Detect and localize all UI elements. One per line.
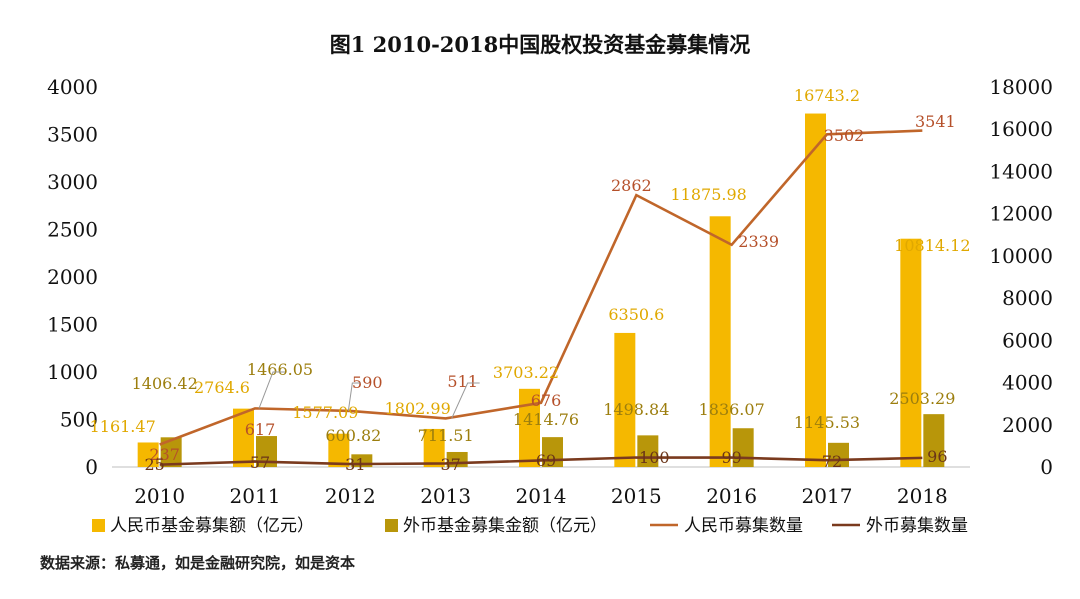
leader-line — [347, 382, 361, 412]
bar-foreign-amount — [637, 435, 659, 467]
legend-rmb-amount-text: 人民币基金募集额（亿元） — [110, 516, 314, 536]
legend-rmb-amount-swatch — [92, 519, 105, 532]
leader-line — [258, 371, 285, 409]
right-tick-label: 0 — [1040, 455, 1053, 479]
x-tick-label: 2018 — [897, 484, 948, 508]
right-tick-label: 2000 — [1002, 413, 1053, 437]
line-foreign-count — [159, 456, 923, 466]
bars — [137, 113, 945, 468]
right-tick-label: 4000 — [1002, 371, 1053, 395]
label-foreign-amount: 1498.84 — [603, 400, 669, 419]
bar-rmb-amount — [900, 238, 922, 467]
label-rmb-count: 2339 — [738, 232, 779, 251]
label-rmb-count: 676 — [531, 391, 562, 410]
x-tick-label: 2015 — [611, 484, 662, 508]
label-foreign-amount: 711.51 — [418, 426, 474, 445]
axes: 0 500 1000 1500 2000 2500 3000 3500 4000 0 2000 400… — [47, 75, 1053, 508]
bar-rmb-amount — [328, 433, 350, 467]
bar-foreign-amount — [923, 414, 945, 467]
label-foreign-amount: 1145.53 — [794, 413, 860, 432]
label-rmb-count: 3541 — [915, 112, 956, 131]
label-foreign-amount: 600.82 — [325, 426, 381, 445]
right-tick-label: 18000 — [989, 75, 1053, 99]
label-rmb-amount: 1802.99 — [385, 399, 451, 418]
x-tick-label: 2013 — [420, 484, 471, 508]
right-tick-label: 12000 — [989, 202, 1053, 226]
legend-foreign-amount-swatch — [385, 519, 398, 532]
right-tick-label: 16000 — [989, 117, 1053, 141]
bar-rmb-amount — [423, 428, 445, 467]
label-rmb-amount: 3703.22 — [493, 363, 559, 382]
x-tick-label: 2012 — [325, 484, 376, 508]
x-tick-label: 2014 — [516, 484, 567, 508]
bar-rmb-amount — [519, 388, 540, 467]
label-foreign-count: 99 — [721, 448, 741, 467]
x-tick-label: 2016 — [706, 484, 757, 508]
bar-rmb-amount — [709, 216, 731, 467]
x-tick-label: 2017 — [802, 484, 853, 508]
right-tick-label: 8000 — [1002, 286, 1053, 310]
bar-rmb-amount — [805, 113, 826, 468]
label-foreign-amount: 1836.07 — [699, 400, 765, 419]
chart-title: 图1 2010-2018中国股权投资基金募集情况 — [330, 32, 751, 57]
left-tick-label: 0 — [85, 455, 98, 479]
left-tick-label: 3500 — [47, 123, 98, 147]
label-rmb-count: 3502 — [824, 126, 865, 145]
data-labels: 1161.47 2764.6 1577.09 1802.99 3703.22 6350.6… — [90, 86, 971, 474]
label-rmb-count: 2862 — [611, 176, 652, 195]
bar-rmb-amount — [137, 442, 159, 467]
leader-line — [451, 382, 480, 419]
label-foreign-count: 96 — [927, 447, 947, 466]
label-foreign-count: 57 — [250, 453, 270, 472]
label-foreign-count: 100 — [639, 448, 670, 467]
x-tick-label: 2010 — [134, 484, 185, 508]
label-foreign-count: 31 — [345, 455, 365, 474]
left-tick-label: 2000 — [47, 265, 98, 289]
label-rmb-amount: 11875.98 — [670, 185, 746, 204]
label-foreign-amount: 2503.29 — [889, 389, 955, 408]
label-rmb-amount: 1577.09 — [292, 403, 358, 422]
bar-foreign-amount — [160, 437, 182, 467]
bar-foreign-amount — [256, 436, 277, 467]
left-tick-label: 2500 — [47, 218, 98, 242]
label-rmb-amount: 10814.12 — [894, 236, 970, 255]
label-rmb-amount: 6350.6 — [608, 305, 664, 324]
left-tick-label: 4000 — [47, 75, 98, 99]
bar-rmb-amount — [614, 332, 636, 467]
legend-foreign-amount-text: 外币基金募集金额（亿元） — [403, 516, 607, 536]
label-rmb-count: 237 — [149, 445, 180, 464]
label-foreign-count: 72 — [822, 452, 842, 471]
legend: 人民币基金募集额（亿元） 外币基金募集金额（亿元） 人民币募集数量 外币募集数量 — [92, 516, 968, 536]
right-tick-label: 6000 — [1002, 328, 1053, 352]
left-tick-label: 1500 — [47, 313, 98, 337]
left-tick-label: 500 — [60, 408, 98, 432]
lines — [159, 129, 923, 466]
source-note: 数据来源：私募通，如是金融研究院，如是资本 — [40, 554, 356, 572]
label-rmb-amount: 16743.2 — [794, 86, 860, 105]
line-rmb-count — [159, 129, 923, 446]
label-rmb-count: 617 — [245, 420, 276, 439]
bar-rmb-amount — [233, 408, 254, 467]
label-rmb-amount: 2764.6 — [194, 378, 250, 397]
label-foreign-amount: 1406.42 — [132, 374, 198, 393]
label-foreign-amount: 1414.76 — [513, 410, 579, 429]
right-tick-label: 14000 — [989, 159, 1053, 183]
left-tick-label: 3000 — [47, 170, 98, 194]
label-foreign-count: 69 — [536, 451, 556, 470]
legend-rmb-count-text: 人民币募集数量 — [684, 516, 803, 536]
label-foreign-count: 37 — [440, 455, 460, 474]
label-foreign-amount: 1466.05 — [247, 360, 313, 379]
x-tick-label: 2011 — [230, 484, 281, 508]
label-rmb-count: 590 — [352, 373, 383, 392]
right-tick-label: 10000 — [989, 244, 1053, 268]
label-foreign-count: 25 — [144, 455, 164, 474]
label-rmb-amount: 1161.47 — [90, 417, 156, 436]
label-rmb-count: 511 — [447, 372, 478, 391]
legend-foreign-count-text: 外币募集数量 — [866, 516, 968, 536]
left-tick-label: 1000 — [47, 360, 98, 384]
